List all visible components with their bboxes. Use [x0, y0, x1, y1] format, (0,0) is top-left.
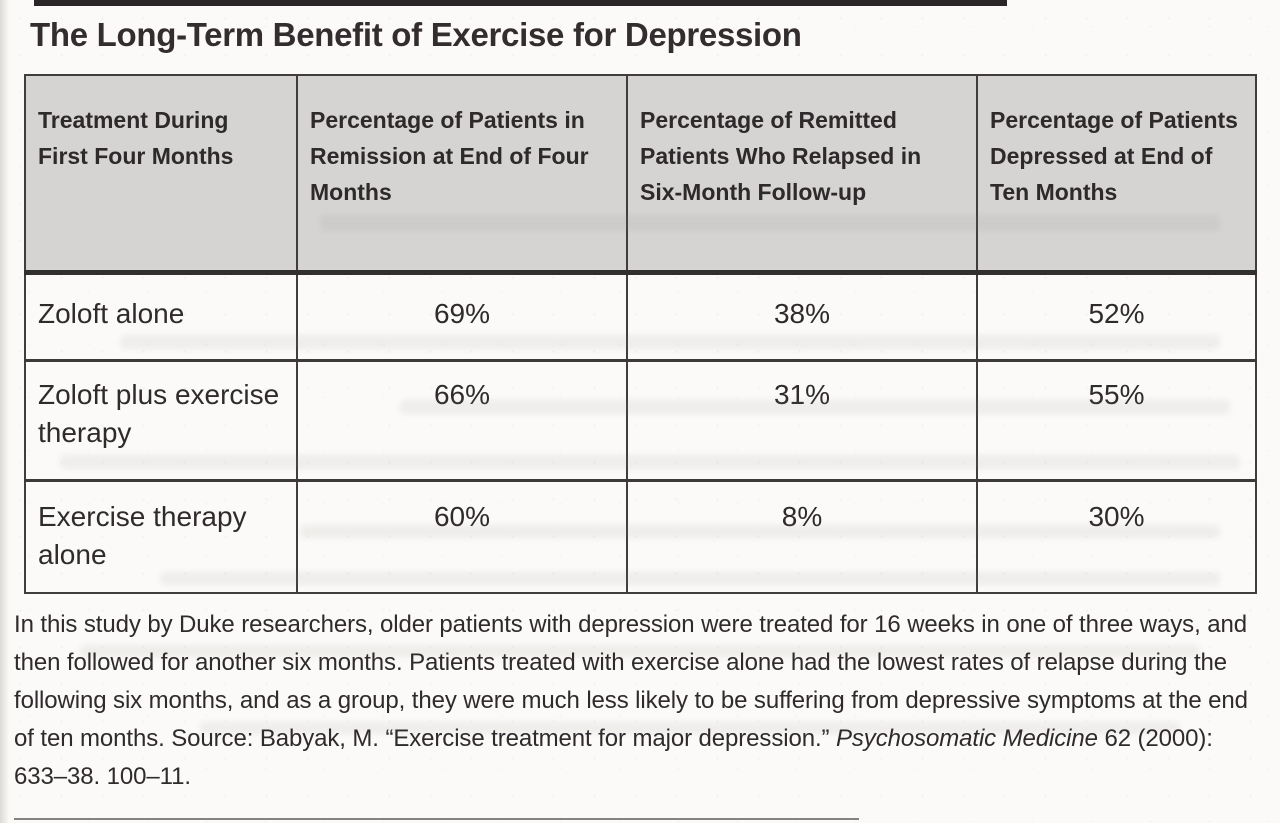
depressed-value: 30%	[976, 479, 1257, 594]
treatment-name: Zoloft plus exercise therapy	[24, 359, 298, 481]
column-header-remission: Percentage of Patients in Remission at E…	[296, 74, 628, 275]
caption-paragraph: In this study by Duke researchers, older…	[14, 606, 1270, 796]
column-header-depressed: Percentage of Patients Depressed at End …	[976, 74, 1257, 275]
page-title: The Long-Term Benefit of Exercise for De…	[30, 16, 802, 53]
treatment-name: Zoloft alone	[24, 271, 298, 361]
depressed-value: 52%	[976, 271, 1257, 361]
remission-value: 60%	[296, 479, 628, 594]
table-row: Zoloft plus exercise therapy 66% 31% 55%	[24, 359, 1257, 481]
relapsed-value: 31%	[626, 359, 978, 481]
table-header: Treatment During First Four Months Perce…	[24, 74, 1257, 275]
table-header-row: Treatment During First Four Months Perce…	[24, 74, 1257, 275]
remission-value: 66%	[296, 359, 628, 481]
table-row: Zoloft alone 69% 38% 52%	[24, 271, 1257, 361]
caption-text: In this study by Duke researchers, older…	[14, 611, 1248, 752]
treatment-results-table: Treatment During First Four Months Perce…	[24, 74, 1257, 594]
remission-value: 69%	[296, 271, 628, 361]
caption-citation-tail: 62 (2000): 633–38. 100–11.	[14, 725, 1213, 790]
relapsed-value: 38%	[626, 271, 978, 361]
column-header-relapsed: Percentage of Remitted Patients Who Rela…	[626, 74, 978, 275]
table-row: Exercise therapy alone 60% 8% 30%	[24, 479, 1257, 594]
cropped-top-bar	[34, 0, 1007, 6]
depressed-value: 55%	[976, 359, 1257, 481]
scan-left-edge-shadow	[0, 0, 9, 823]
bottom-horizontal-rule	[14, 818, 859, 820]
column-header-treatment: Treatment During First Four Months	[24, 74, 298, 275]
treatment-name: Exercise therapy alone	[24, 479, 298, 594]
relapsed-value: 8%	[626, 479, 978, 594]
caption-journal-title: Psychosomatic Medicine	[835, 725, 1098, 752]
